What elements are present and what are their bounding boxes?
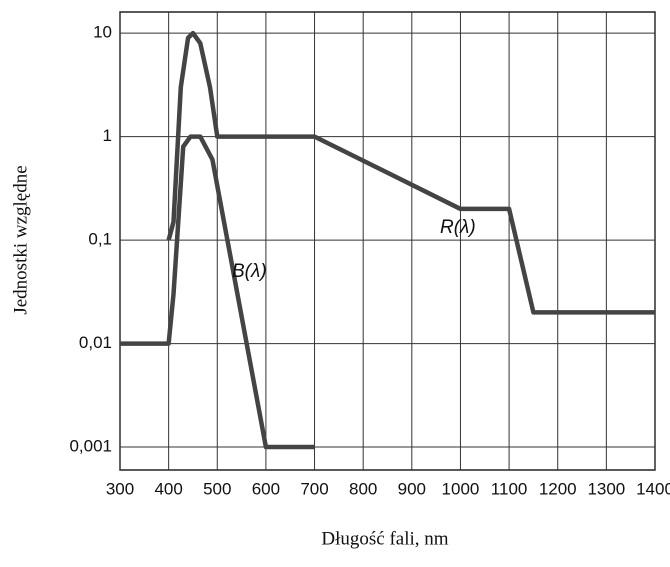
series-label: R(λ) [440,217,476,238]
y-tick-label: 10 [93,23,112,42]
x-tick-label: 300 [106,479,134,498]
x-tick-label: 900 [398,479,426,498]
x-tick-label: 1000 [442,479,480,498]
x-tick-label: 400 [154,479,182,498]
x-tick-label: 1400 [636,479,670,498]
x-tick-label: 1200 [539,479,577,498]
x-tick-label: 600 [252,479,280,498]
plot-area [119,11,656,471]
y-tick-label: 0,1 [88,230,112,249]
x-tick-label: 1100 [491,479,528,498]
x-tick-label: 1300 [587,479,625,498]
y-tick-label: 0,001 [69,437,112,456]
series-line [166,30,655,315]
x-tick-label: 500 [203,479,231,498]
x-tick-label: 800 [349,479,377,498]
x-tick-label: 700 [300,479,328,498]
x-axis-label: Długość fali, nm [321,528,448,549]
y-axis-label: Jednostki względne [10,165,31,314]
y-tick-label: 0,01 [79,333,112,352]
series-line [120,134,315,450]
y-tick-label: 1 [103,126,112,145]
series-label: B(λ) [232,261,267,282]
